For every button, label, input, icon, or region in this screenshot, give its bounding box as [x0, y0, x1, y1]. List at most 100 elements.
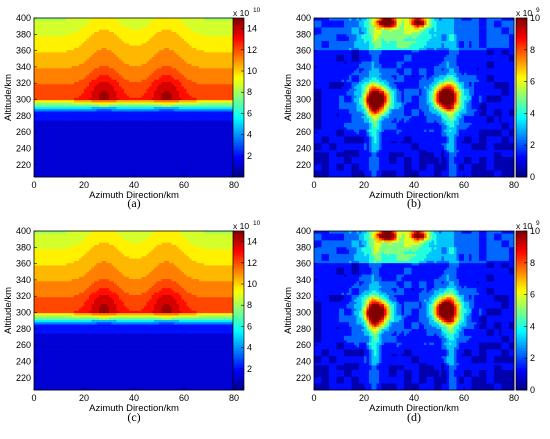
- heatmap-cell: [41, 77, 45, 80]
- heatmap-cell: [56, 45, 60, 48]
- heatmap-cell: [164, 74, 167, 78]
- heatmap-cell: [161, 156, 165, 160]
- heatmap-cell: [46, 86, 50, 89]
- heatmap-cell: [164, 172, 167, 176]
- heatmap-cell: [189, 165, 192, 169]
- heatmap-cell: [54, 65, 57, 69]
- heatmap-cell: [204, 54, 207, 57]
- heatmap-cell: [61, 117, 65, 121]
- heatmap-cell: [41, 95, 45, 98]
- heatmap-cell: [96, 40, 100, 44]
- heatmap-cell: [36, 20, 40, 23]
- heatmap-cell: [209, 22, 212, 26]
- heatmap-cell: [94, 36, 97, 39]
- heatmap-cell: [166, 147, 170, 151]
- heatmap-cell: [124, 99, 127, 103]
- heatmap-cell: [199, 131, 202, 135]
- heatmap-cell: [181, 156, 185, 160]
- heatmap-cell: [204, 47, 207, 51]
- heatmap-cell: [111, 58, 115, 62]
- heatmap-cell: [39, 163, 42, 166]
- heatmap-cell: [41, 104, 45, 107]
- heatmap-cell: [174, 154, 177, 157]
- heatmap-cell: [139, 111, 142, 114]
- heatmap-cell: [121, 147, 125, 151]
- heatmap-cell: [34, 24, 37, 28]
- heatmap-cell: [111, 140, 115, 144]
- heatmap-cell: [146, 67, 150, 71]
- heatmap-cell: [161, 20, 165, 23]
- heatmap-cell: [164, 122, 167, 126]
- heatmap-cell: [141, 136, 145, 139]
- heatmap-cell: [149, 122, 152, 126]
- heatmap-cell: [139, 152, 142, 155]
- heatmap-cell: [81, 83, 85, 87]
- heatmap-cell: [146, 97, 150, 101]
- heatmap-cell: [104, 33, 107, 37]
- heatmap-cell: [59, 124, 62, 128]
- heatmap-cell: [81, 122, 85, 126]
- heatmap-cell: [164, 149, 167, 153]
- heatmap-cell: [61, 90, 65, 94]
- heatmap-cell: [179, 147, 182, 151]
- heatmap-cell: [201, 40, 205, 44]
- heatmap-cell: [44, 156, 47, 160]
- heatmap-cell: [171, 133, 175, 137]
- heatmap-cell: [114, 77, 117, 80]
- heatmap-cell: [169, 42, 172, 46]
- heatmap-cell: [71, 65, 75, 69]
- heatmap-cell: [59, 27, 62, 30]
- heatmap-cell: [71, 145, 75, 148]
- heatmap-cell: [76, 104, 80, 107]
- heatmap-cell: [114, 45, 117, 48]
- heatmap-cell: [49, 65, 52, 69]
- heatmap-cell: [69, 111, 72, 114]
- heatmap-cell: [106, 99, 110, 103]
- heatmap-cell: [94, 158, 97, 162]
- heatmap-cell: [74, 111, 77, 114]
- heatmap-cell: [211, 163, 215, 166]
- heatmap-cell: [159, 161, 162, 164]
- heatmap-cell: [96, 113, 100, 117]
- heatmap-cell: [49, 81, 52, 85]
- heatmap-cell: [34, 61, 37, 64]
- heatmap-cell: [96, 20, 100, 23]
- heatmap-cell: [146, 49, 150, 53]
- heatmap-cell: [116, 56, 120, 60]
- heatmap-cell: [171, 61, 175, 64]
- heatmap-cell: [101, 99, 105, 103]
- heatmap-cell: [39, 97, 42, 101]
- heatmap-cell: [134, 131, 137, 135]
- heatmap-cell: [61, 38, 65, 42]
- heatmap-cell: [131, 38, 135, 42]
- heatmap-cell: [106, 56, 110, 60]
- heatmap-cell: [116, 77, 120, 80]
- heatmap-cell: [96, 149, 100, 153]
- heatmap-cell: [146, 29, 150, 32]
- heatmap-cell: [74, 63, 77, 67]
- heatmap-cell: [84, 127, 87, 130]
- heatmap-cell: [34, 161, 37, 164]
- heatmap-cell: [164, 163, 167, 166]
- heatmap-cell: [139, 113, 142, 117]
- heatmap-cell: [156, 104, 160, 107]
- heatmap-cell: [151, 136, 155, 139]
- heatmap-cell: [74, 156, 77, 160]
- heatmap-cell: [104, 170, 107, 173]
- heatmap-cell: [36, 99, 40, 103]
- heatmap-cell: [154, 56, 157, 60]
- heatmap-cell: [134, 140, 137, 144]
- heatmap-cell: [84, 83, 87, 87]
- heatmap-cell: [66, 95, 70, 98]
- heatmap-cell: [111, 29, 115, 32]
- heatmap-cell: [64, 165, 67, 169]
- heatmap-cell: [136, 42, 140, 46]
- heatmap-cell: [46, 77, 50, 80]
- heatmap-cell: [161, 158, 165, 162]
- heatmap-cell: [54, 136, 57, 139]
- heatmap-cell: [131, 138, 135, 142]
- heatmap-cell: [199, 45, 202, 48]
- heatmap-cell: [139, 79, 142, 82]
- heatmap-cell: [46, 113, 50, 117]
- heatmap-cell: [126, 99, 130, 103]
